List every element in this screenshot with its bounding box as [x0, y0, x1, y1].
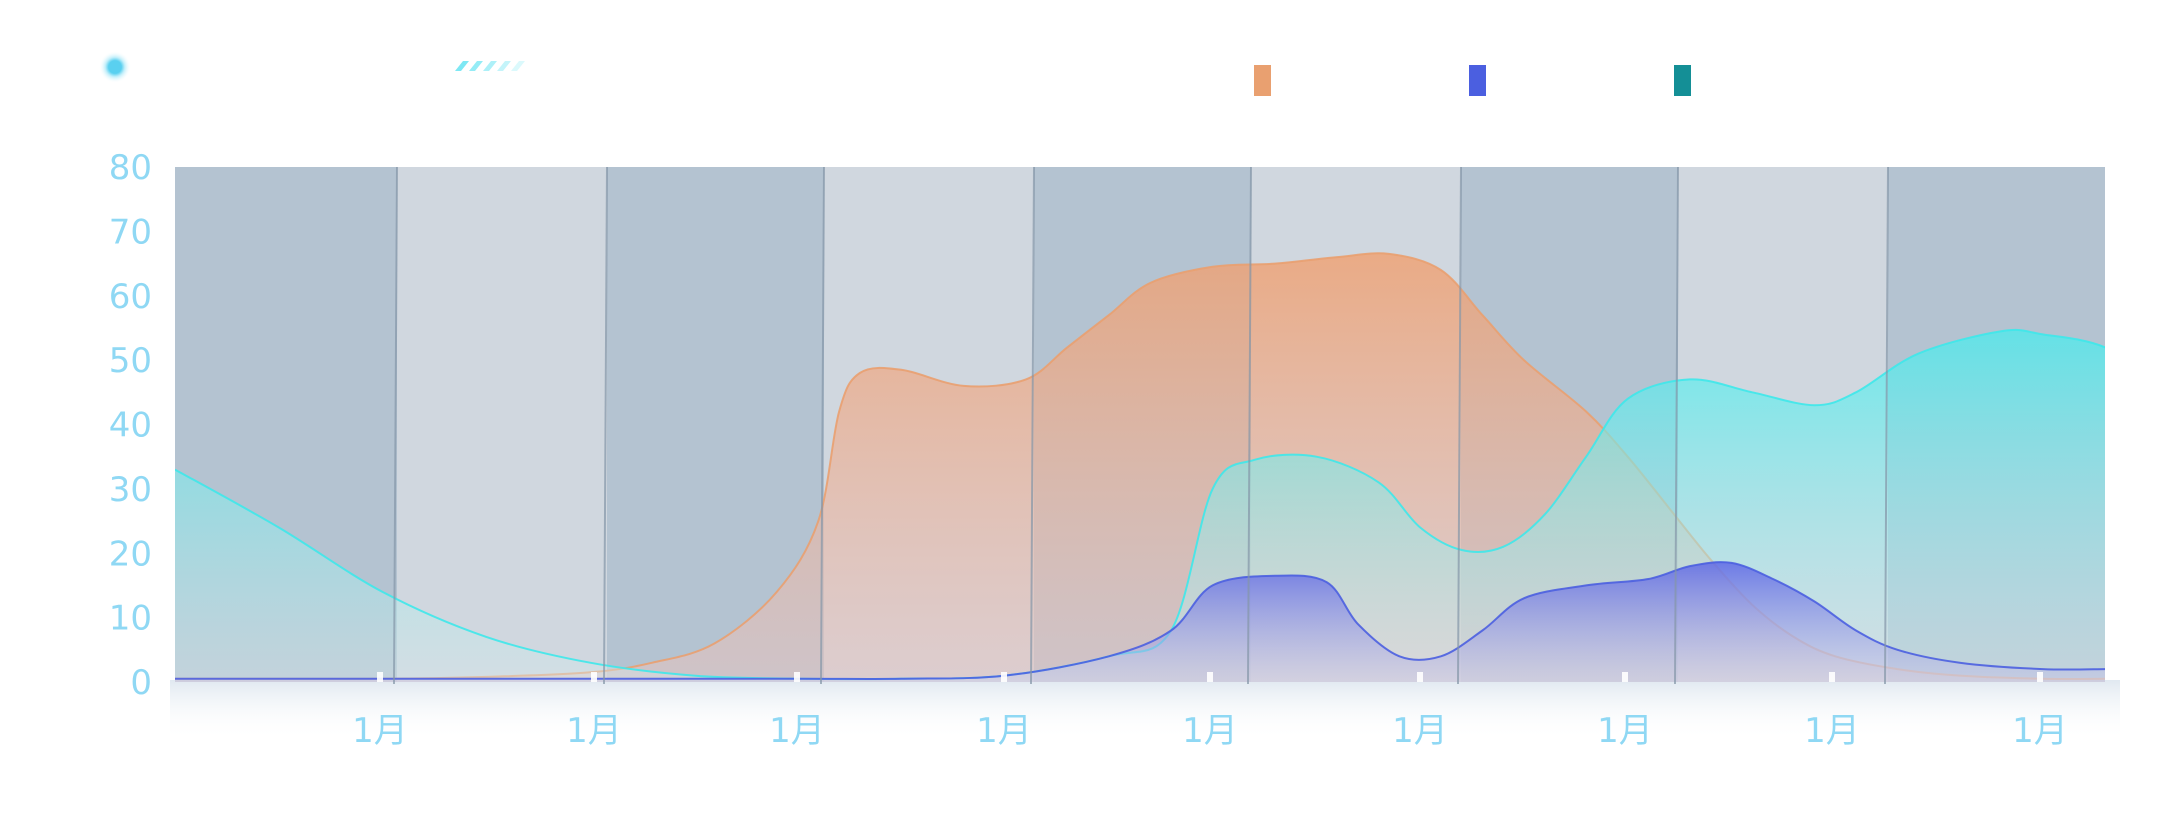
x-tick-mark [2037, 672, 2043, 682]
x-tick-mark [1622, 672, 1628, 682]
band-divider [1247, 166, 1252, 685]
x-axis: 1月 1月 1月 1月 1月 1月 1月 1月 1月 [352, 672, 2068, 751]
stripe-mark [511, 61, 525, 71]
stripe-mark [469, 61, 483, 71]
background-band [397, 167, 607, 682]
x-tick-mark [1001, 672, 1007, 682]
y-tick-label: 60 [109, 277, 152, 317]
x-tick-mark [377, 672, 383, 682]
y-tick-label: 50 [109, 341, 152, 381]
x-tick-label: 1月 [1392, 711, 1448, 751]
band-dividers [393, 166, 1889, 685]
legend-swatch [1674, 65, 1691, 96]
series-areas [175, 252, 2105, 682]
stripe-mark [497, 61, 511, 71]
series-area [175, 562, 2105, 682]
band-divider [1457, 166, 1462, 685]
y-tick-label: 80 [109, 148, 152, 188]
band-divider [393, 166, 398, 685]
x-tick-label: 1月 [2012, 711, 2068, 751]
y-tick-label: 40 [109, 406, 152, 446]
x-tick-label: 1月 [566, 711, 622, 751]
y-tick-label: 0 [130, 663, 152, 703]
x-tick-mark [591, 672, 597, 682]
band-divider [1030, 166, 1035, 685]
y-tick-label: 20 [109, 534, 152, 574]
x-tick-label: 1月 [352, 711, 408, 751]
x-tick-label: 1月 [976, 711, 1032, 751]
x-tick-label: 1月 [1597, 711, 1653, 751]
x-tick-label: 1月 [769, 711, 825, 751]
y-tick-label: 10 [109, 599, 152, 639]
x-tick-mark [1829, 672, 1835, 682]
stripe-mark [455, 61, 469, 71]
x-tick-mark [1207, 672, 1213, 682]
legend [1254, 65, 1691, 96]
series-line [175, 561, 2105, 681]
series-line [175, 328, 2105, 681]
floor-shadow [170, 680, 2120, 740]
band-divider [820, 166, 825, 685]
y-tick-label: 30 [109, 470, 152, 510]
x-tick-mark [794, 672, 800, 682]
x-tick-mark [1417, 672, 1423, 682]
band-divider [1674, 166, 1679, 685]
legend-swatch [1469, 65, 1486, 96]
legend-swatch [1254, 65, 1271, 96]
y-tick-label: 70 [109, 212, 152, 252]
x-tick-label: 1月 [1182, 711, 1238, 751]
band-divider [1884, 166, 1889, 685]
stripe-mark [483, 61, 497, 71]
band-divider [603, 166, 608, 685]
y-axis: 0 10 20 30 40 50 60 70 80 [109, 148, 152, 703]
title-dot-core [109, 61, 121, 73]
x-tick-label: 1月 [1804, 711, 1860, 751]
stripes-decor [455, 61, 525, 71]
